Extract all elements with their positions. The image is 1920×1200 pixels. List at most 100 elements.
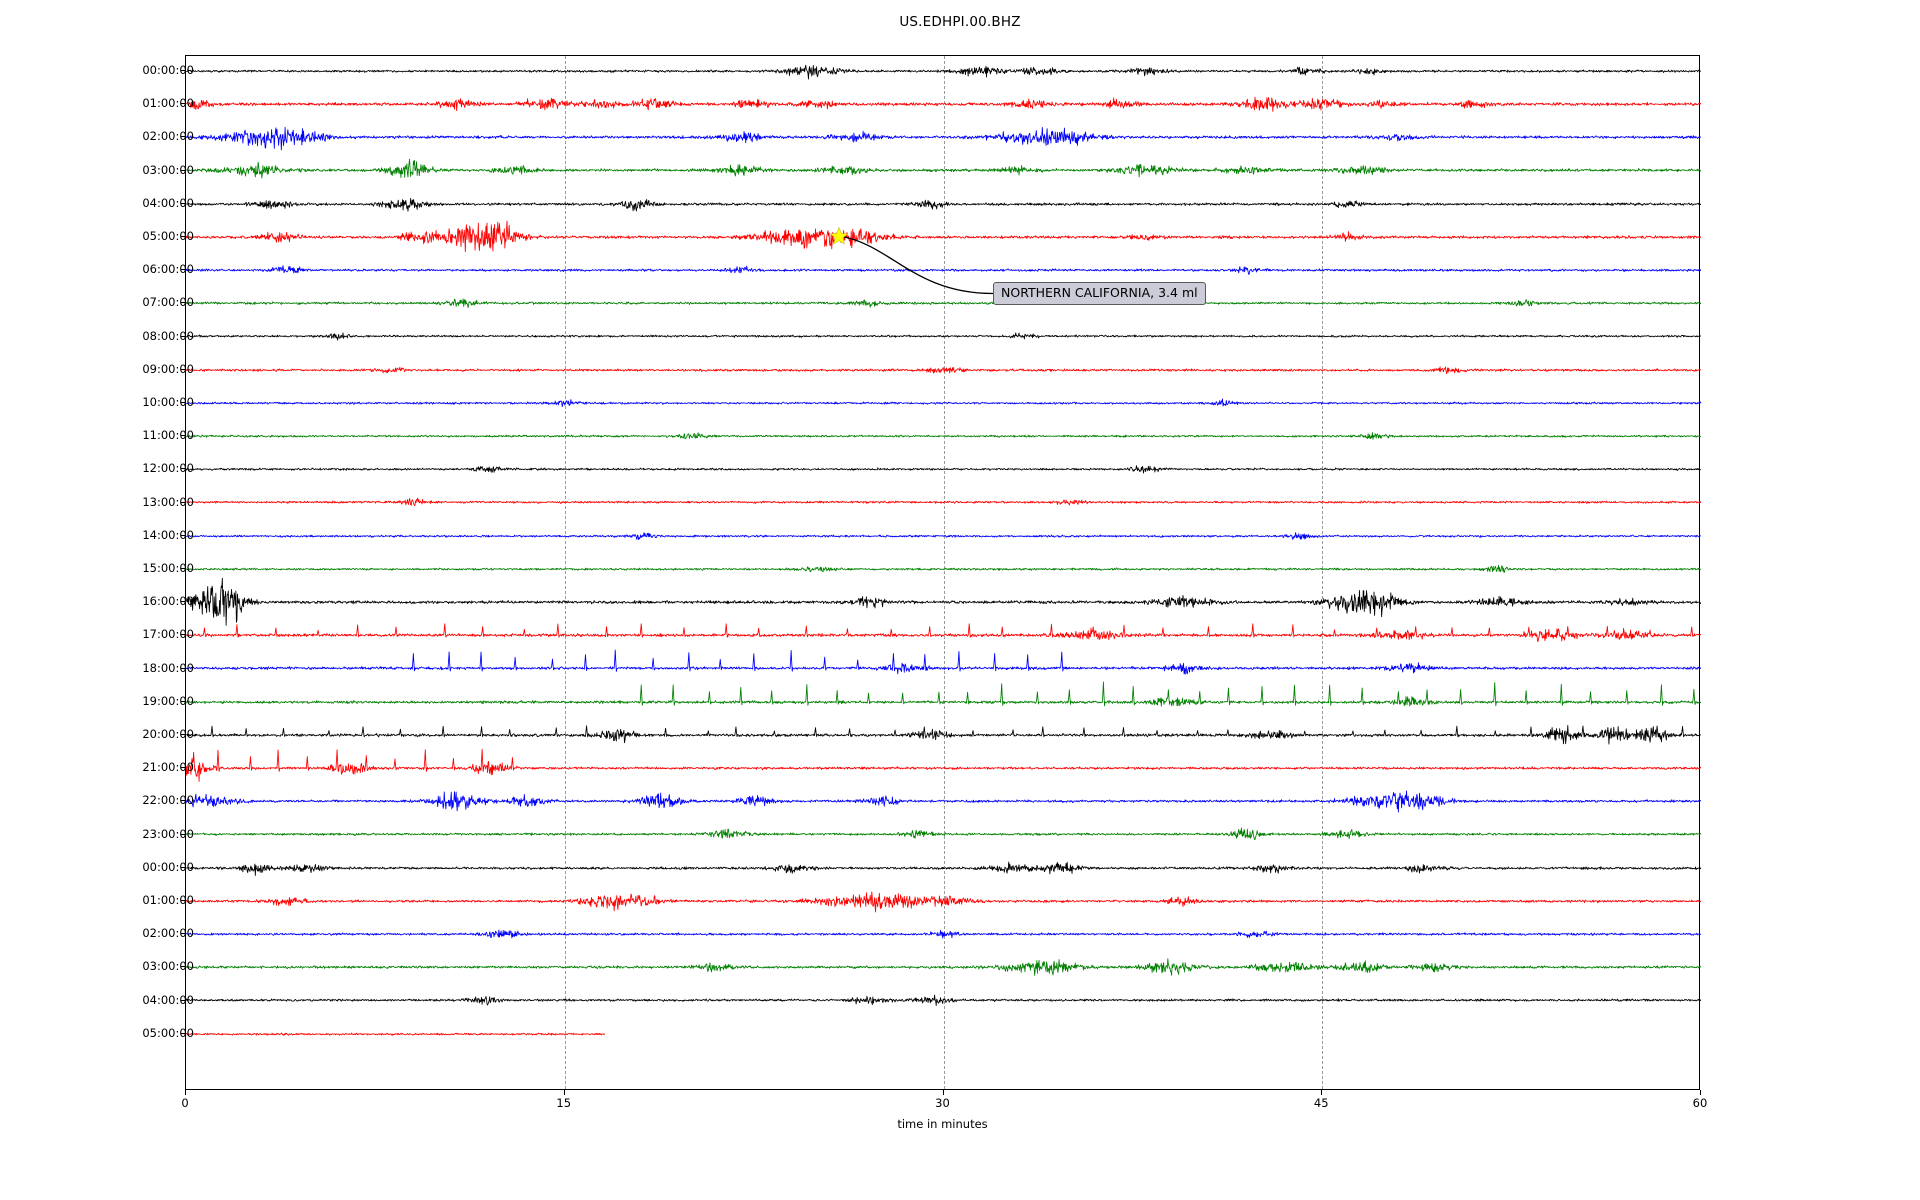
gridline-vertical	[943, 56, 945, 1089]
seismic-trace	[186, 94, 1701, 180]
x-tick-label-60: 60	[1692, 1096, 1708, 1110]
y-tick-mark	[181, 368, 186, 370]
y-tick-label-10: 10:00:00	[142, 395, 194, 409]
y-tick-mark	[181, 70, 186, 71]
seismic-trace	[186, 858, 1701, 944]
y-tick-mark	[181, 767, 186, 769]
x-tick-mark	[563, 1090, 565, 1095]
seismic-trace	[186, 526, 1701, 612]
y-tick-label-20: 20:00:00	[142, 727, 194, 741]
y-tick-label-27: 03:00:00	[142, 959, 194, 974]
event-annotation-label[interactable]: NORTHERN CALIFORNIA, 3.4 ml	[993, 282, 1206, 305]
y-tick-label-16: 16:00:00	[142, 594, 194, 609]
y-tick-mark	[181, 202, 186, 204]
y-tick-mark	[181, 302, 186, 304]
seismic-trace	[186, 625, 1701, 711]
seismic-trace	[186, 360, 1701, 446]
x-tick-mark	[1321, 1090, 1323, 1095]
y-tick-label-4: 04:00:00	[142, 195, 194, 210]
seismic-trace	[186, 891, 1701, 977]
y-tick-label-26: 02:00:00	[142, 926, 194, 941]
seismic-trace	[186, 426, 1701, 512]
y-tick-label-1: 01:00:00	[142, 96, 194, 111]
x-tick-label-30: 30	[935, 1096, 950, 1110]
y-tick-mark	[181, 568, 186, 569]
y-tick-label-11: 11:00:00	[142, 428, 194, 443]
y-tick-mark	[181, 335, 186, 337]
seismic-trace	[186, 659, 1701, 745]
y-tick-mark	[181, 833, 186, 835]
seismic-trace	[186, 327, 1701, 413]
y-tick-label-8: 08:00:00	[142, 328, 194, 343]
y-tick-mark	[181, 866, 186, 868]
seismic-trace	[186, 61, 1701, 147]
y-tick-label-14: 14:00:00	[142, 527, 194, 542]
y-tick-label-5: 05:00:00	[142, 229, 194, 243]
y-tick-mark	[181, 667, 186, 669]
seismic-trace	[186, 592, 1701, 678]
y-tick-mark	[181, 534, 186, 536]
y-tick-label-15: 15:00:00	[142, 561, 194, 575]
seismic-trace	[186, 459, 1701, 545]
y-tick-mark	[181, 103, 186, 105]
seismic-trace	[186, 559, 1701, 645]
seismic-trace	[186, 791, 1701, 877]
y-tick-label-18: 18:00:00	[142, 660, 194, 675]
y-tick-mark	[181, 601, 186, 603]
y-tick-mark	[181, 269, 186, 271]
y-tick-mark	[181, 933, 186, 935]
y-tick-mark	[181, 999, 186, 1001]
y-tick-label-21: 21:00:00	[142, 760, 194, 775]
y-tick-mark	[181, 136, 186, 138]
seismic-trace	[186, 161, 1701, 247]
seismic-trace	[186, 493, 1701, 579]
seismic-trace	[186, 393, 1701, 479]
y-tick-label-2: 02:00:00	[142, 129, 194, 144]
y-tick-label-7: 07:00:00	[142, 295, 194, 310]
y-tick-label-12: 12:00:00	[142, 461, 194, 476]
y-tick-mark	[181, 402, 186, 403]
y-tick-mark	[181, 800, 186, 802]
y-tick-label-19: 19:00:00	[142, 693, 194, 708]
y-tick-label-23: 23:00:00	[142, 826, 194, 841]
y-tick-label-17: 17:00:00	[142, 627, 194, 642]
x-tick-mark	[185, 1090, 186, 1095]
y-tick-label-28: 04:00:00	[142, 992, 194, 1007]
y-tick-mark	[181, 966, 186, 968]
seismic-trace	[186, 957, 1701, 1043]
page-title: US.EDHPI.00.BHZ	[899, 14, 1021, 30]
seismic-trace	[186, 725, 1701, 811]
y-tick-mark	[181, 435, 186, 437]
y-tick-mark	[181, 734, 186, 735]
y-tick-label-13: 13:00:00	[142, 494, 194, 509]
x-tick-mark	[942, 1090, 944, 1095]
plot-area	[185, 55, 1700, 1090]
y-tick-mark	[181, 169, 186, 171]
y-tick-mark	[181, 634, 186, 636]
y-tick-label-6: 06:00:00	[142, 262, 194, 277]
y-tick-label-25: 01:00:00	[142, 893, 194, 907]
y-tick-label-22: 22:00:00	[142, 793, 194, 808]
x-tick-label-45: 45	[1313, 1096, 1329, 1110]
y-tick-label-24: 00:00:00	[142, 859, 194, 874]
y-tick-mark	[181, 700, 186, 702]
gridline-vertical	[564, 56, 566, 1089]
y-tick-mark	[181, 900, 186, 901]
y-tick-label-29: 05:00:00	[142, 1025, 194, 1040]
x-axis-title: time in minutes	[897, 1117, 988, 1131]
y-tick-mark	[181, 468, 186, 470]
seismic-trace	[186, 127, 1701, 213]
seismic-trace	[186, 293, 1701, 379]
seismic-trace	[186, 924, 1701, 1010]
seismic-trace	[186, 692, 1701, 778]
gridline-vertical	[1322, 56, 1324, 1089]
x-tick-label-0: 0	[181, 1096, 189, 1110]
y-tick-mark	[181, 501, 186, 503]
seismic-trace	[186, 991, 605, 1077]
y-tick-mark	[181, 236, 186, 237]
x-tick-label-15: 15	[556, 1096, 572, 1110]
seismic-trace	[186, 28, 1701, 114]
y-tick-mark	[181, 1032, 186, 1034]
x-tick-mark	[1700, 1090, 1701, 1095]
